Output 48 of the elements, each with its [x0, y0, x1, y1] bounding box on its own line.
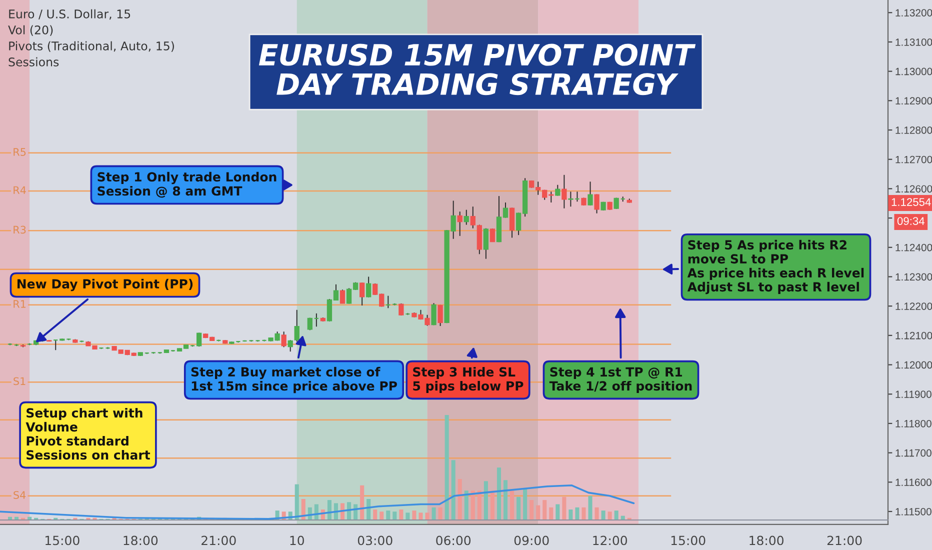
- x-tick-label: 18:00: [124, 536, 158, 546]
- text: 1.12554: [892, 198, 931, 206]
- ref-line-label: R4: [14, 186, 26, 194]
- y-tick-label: 1.13100: [896, 38, 932, 46]
- y-tick-label: 1.12400: [896, 244, 932, 252]
- y-tick-label: 1.12900: [896, 97, 932, 105]
- x-tick-label: 06:00: [436, 536, 471, 546]
- y-tick-label: 1.11900: [896, 390, 932, 398]
- annotation: Step 3 Hide SL 5 pips below PP: [413, 366, 524, 394]
- y-tick-label: 1.12200: [896, 302, 932, 310]
- annotation: Euro / U.S. Dollar, 15: [9, 9, 130, 20]
- y-tick-label: 1.11700: [896, 449, 932, 457]
- y-tick-label: 1.12000: [896, 361, 932, 369]
- x-tick-label: 03:00: [358, 536, 392, 546]
- annotation: Vol (20): [8, 25, 53, 36]
- y-tick-label: 1.12600: [896, 185, 932, 193]
- ref-line-label: R3: [14, 226, 26, 234]
- x-tick-label: 12:00: [593, 536, 627, 546]
- annotation: Step 5 As price hits R2 move SL to PP As price hits each R level Adjust SL to past R level: [687, 240, 864, 294]
- annotation: New Day Pivot Point (PP): [18, 278, 193, 292]
- annotation: Step 1 Only trade London Session @ 8 am GMT: [98, 172, 276, 198]
- x-tick-label: 10: [290, 536, 304, 546]
- annotation: Setup chart with Volume Pivot standard Sessions on chart: [26, 408, 150, 460]
- y-tick-label: 1.12100: [896, 332, 932, 340]
- text: EURUSD 15M PIVOT POINT DAY TRADING STRATEGY: [258, 44, 696, 96]
- x-tick-label: 21:00: [202, 536, 236, 546]
- annotation: Step 4 1st TP @ R1 Take 1/2 off position: [549, 367, 692, 394]
- ref-line-label: R5: [14, 148, 26, 156]
- ref-line-label: S4: [14, 491, 26, 499]
- y-tick-label: 1.11800: [896, 420, 932, 428]
- y-tick-label: 1.11500: [896, 508, 932, 516]
- annotation: Pivots (Traditional, Auto, 15): [9, 41, 174, 52]
- x-tick-label: 15:00: [671, 536, 706, 546]
- y-tick-label: 1.12300: [896, 273, 932, 281]
- x-tick-label: 09:00: [514, 536, 549, 546]
- y-tick-label: 1.12800: [896, 126, 932, 134]
- y-tick-label: 1.11600: [896, 478, 932, 486]
- y-tick-label: 1.12700: [896, 156, 932, 164]
- x-tick-label: 18:00: [750, 536, 784, 546]
- ref-line-label: S1: [14, 377, 26, 386]
- y-tick-label: 1.13200: [896, 9, 932, 16]
- x-tick-label: 21:00: [827, 536, 862, 546]
- annotation: Step 2 Buy market close of 1st 15m since price above PP: [191, 366, 397, 394]
- x-tick-label: 15:00: [46, 536, 80, 546]
- ref-line-label: R1: [14, 300, 26, 308]
- y-tick-label: 1.13000: [896, 68, 932, 76]
- annotation: Sessions: [8, 57, 59, 66]
- text: 09:34: [897, 217, 924, 225]
